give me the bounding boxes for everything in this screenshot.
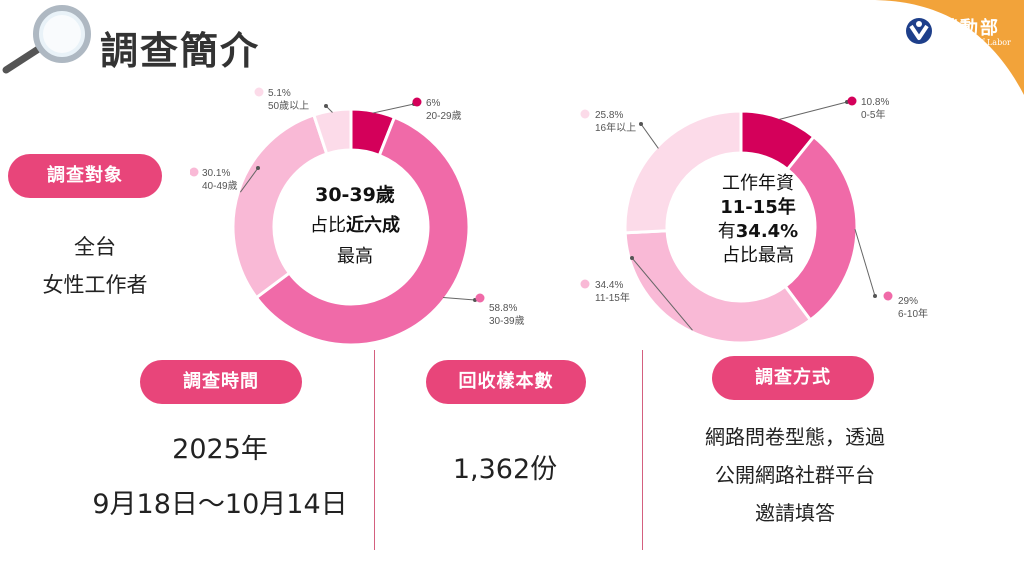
ministry-logo: 勞動部 Ministry of Labor <box>902 12 1018 52</box>
tenure-legend-dot-2 <box>580 279 590 289</box>
age-label-pct-3: 5.1% <box>268 88 291 99</box>
method-pill: 調查方式 <box>712 356 874 400</box>
age-label-pct-1: 58.8% <box>489 303 517 314</box>
target-line-1: 全台 <box>74 235 116 259</box>
age-slice-3 <box>311 107 353 156</box>
tenure-label-name-2: 11-15年 <box>595 291 630 304</box>
age-label-pct-0: 6% <box>426 98 441 109</box>
target-line-2: 女性工作者 <box>42 273 148 297</box>
tenure-leader-dot-3 <box>639 122 643 126</box>
tenure-label-name-1: 6-10年 <box>898 307 928 320</box>
survey-time-pill: 調查時間 <box>140 360 302 404</box>
ministry-emblem-icon <box>903 15 935 47</box>
age-label-pct-2: 30.1% <box>202 168 230 179</box>
logo-name: 勞動部 <box>940 18 1000 39</box>
tenure-chart-center: 工作年資 11-15年 有34.4% 占比最高 <box>700 172 816 268</box>
age-leader-2 <box>239 167 259 193</box>
divider-right <box>642 350 643 550</box>
age-chart-center: 30-39歲 占比近六成 最高 <box>300 180 410 272</box>
survey-range: 9月18日～10月14日 <box>92 489 348 520</box>
tenure-legend-dot-3 <box>580 109 590 119</box>
age-center-line-2: 占比近六成 <box>310 215 400 236</box>
age-leader-dot-2 <box>256 166 260 170</box>
tenure-leader-dot-2 <box>630 256 634 260</box>
age-label-name-2: 40-49歲 <box>202 179 238 192</box>
age-legend-dot-1 <box>475 293 485 303</box>
samples-pill: 回收樣本數 <box>426 360 586 404</box>
tenure-slice-1 <box>783 134 859 323</box>
age-center-line-1: 30-39歲 <box>315 184 395 206</box>
tenure-leader-3 <box>640 123 659 149</box>
age-label-name-1: 30-39歲 <box>489 314 525 327</box>
target-text: 全台 女性工作者 <box>20 228 170 304</box>
tenure-leader-2 <box>631 257 693 331</box>
age-leader-0 <box>372 103 415 114</box>
divider-left <box>374 350 375 550</box>
tenure-label-pct-3: 25.8% <box>595 110 623 121</box>
tenure-label-pct-0: 10.8% <box>861 97 889 108</box>
method-line-3: 邀請填答 <box>755 501 835 525</box>
tenure-label-pct-1: 29% <box>898 296 918 307</box>
tenure-center-line-4: 占比最高 <box>722 245 794 266</box>
page-number: 3 <box>6 560 13 571</box>
method-line-2: 公開網路社群平台 <box>715 463 875 487</box>
age-leader-1 <box>443 297 476 301</box>
age-legend-dot-2 <box>190 167 199 177</box>
tenure-leader-0 <box>778 101 848 120</box>
tenure-center-line-1: 工作年資 <box>722 173 794 194</box>
tenure-leader-1 <box>854 229 876 297</box>
tenure-legend-dot-1 <box>883 291 893 301</box>
age-leader-dot-3 <box>324 104 328 108</box>
page-title: 調查簡介 <box>100 29 261 73</box>
age-legend-dot-3 <box>254 87 264 97</box>
logo-subtitle: Ministry of Labor <box>940 38 1011 47</box>
tenure-label-pct-2: 34.4% <box>595 280 623 291</box>
samples-value: 1,362份 <box>452 454 558 485</box>
tenure-center-line-3: 有34.4% <box>717 221 799 242</box>
age-label-name-0: 20-29歲 <box>426 109 462 122</box>
method-text: 網路問卷型態，透過 公開網路社群平台 邀請填答 <box>660 418 930 532</box>
age-center-line-3: 最高 <box>337 246 373 267</box>
tenure-center-line-2: 11-15年 <box>720 197 796 218</box>
tenure-slice-3 <box>623 109 743 235</box>
age-slice-2 <box>231 113 329 300</box>
tenure-leader-dot-1 <box>873 294 877 298</box>
tenure-label-name-3: 16年以上 <box>595 121 636 134</box>
age-label-name-3: 50歲以上 <box>268 99 309 112</box>
tenure-legend-dot-0 <box>847 96 857 106</box>
method-line-1: 網路問卷型態，透過 <box>705 425 885 449</box>
age-slice-1 <box>254 115 471 347</box>
magnifier-icon <box>2 5 91 74</box>
tenure-label-name-0: 0-5年 <box>861 108 885 121</box>
survey-year: 2025年 <box>172 434 268 465</box>
age-legend-dot-0 <box>412 97 422 107</box>
target-pill: 調查對象 <box>8 154 162 198</box>
tenure-slice-2 <box>623 229 813 345</box>
